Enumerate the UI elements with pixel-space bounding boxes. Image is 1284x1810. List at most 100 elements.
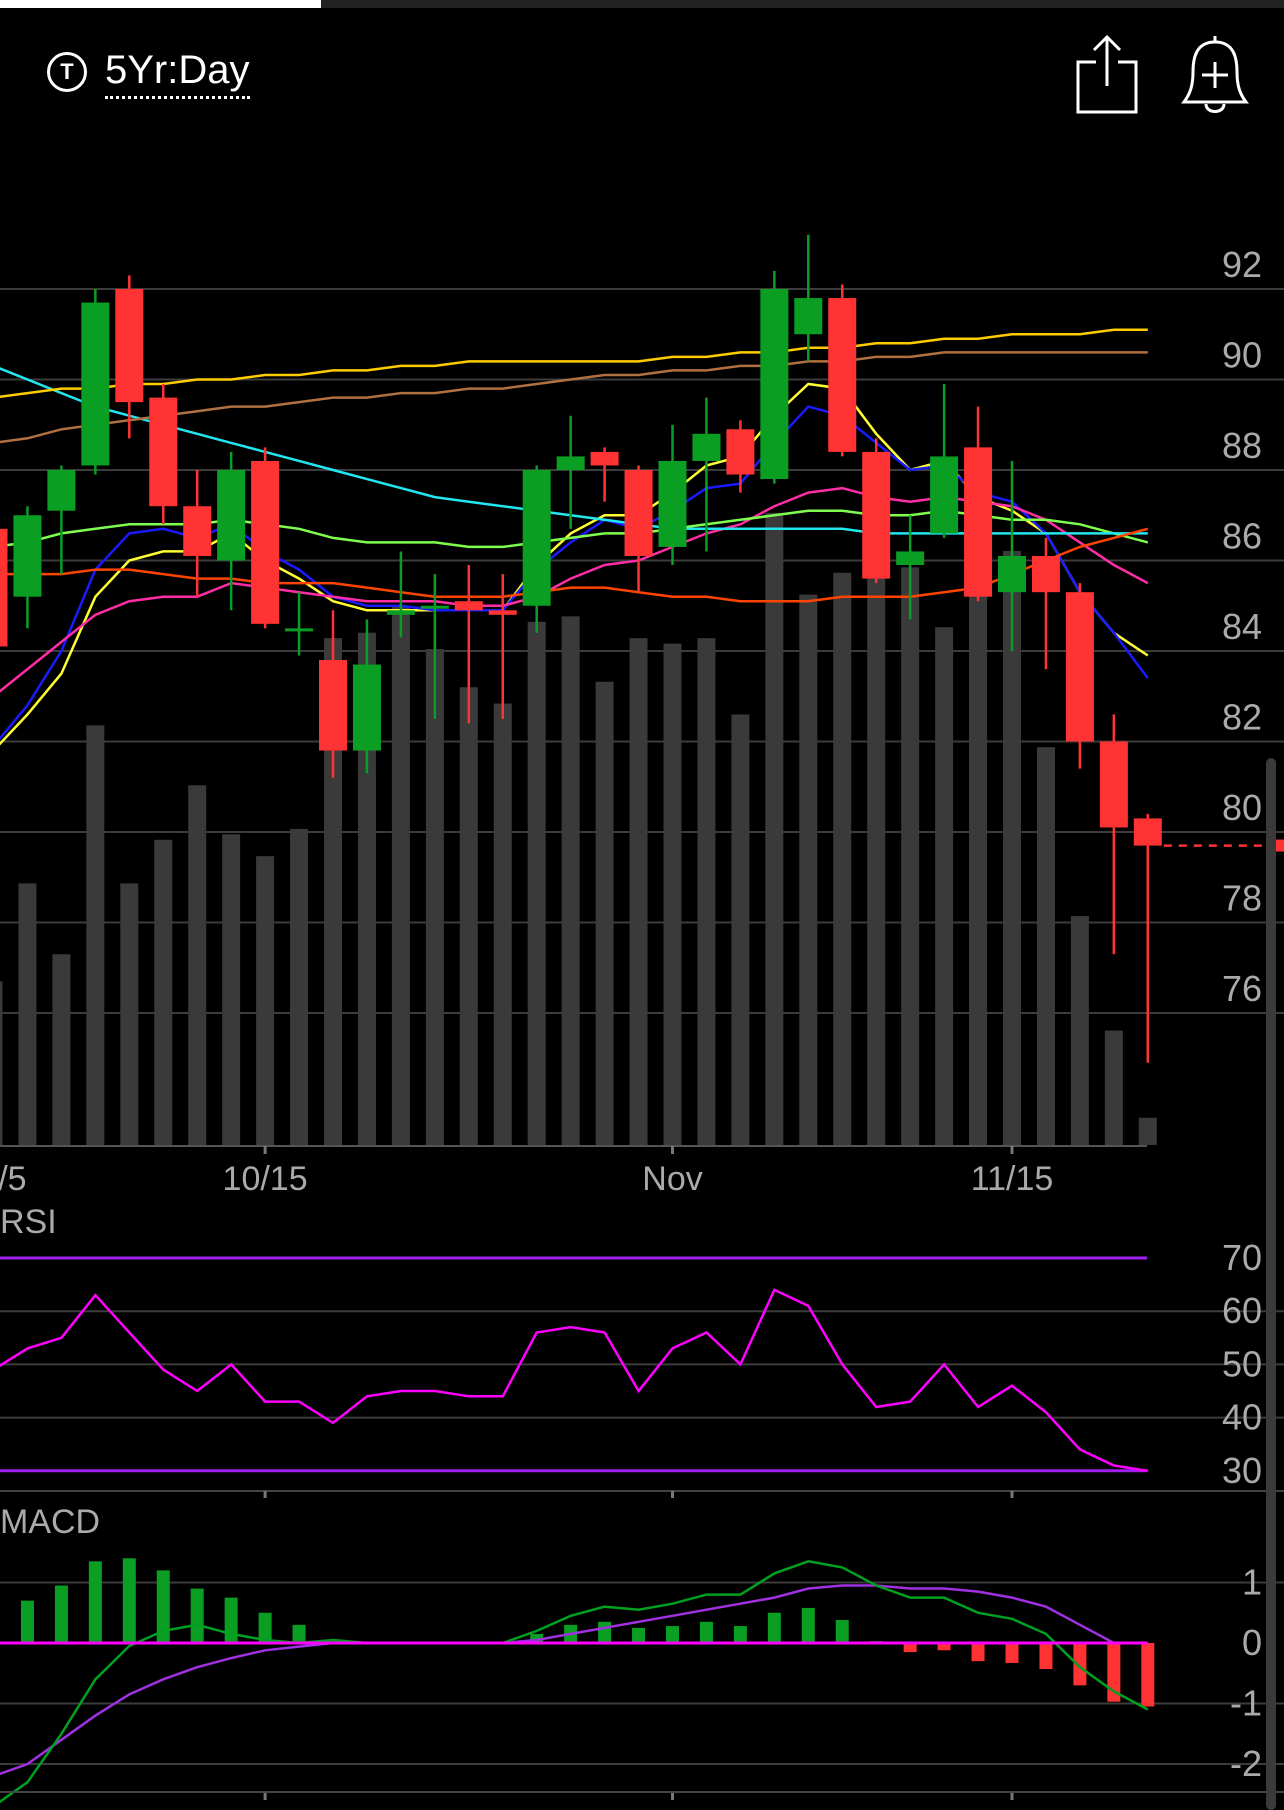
time-tick-label: 11/15 <box>971 1160 1054 1198</box>
price-tick-label: 88 <box>1222 425 1262 466</box>
moving-average-orange <box>0 527 1149 603</box>
macd-histogram-bar <box>598 1621 612 1643</box>
volume-bar <box>697 638 716 1145</box>
candle-down <box>454 601 483 611</box>
volume-bar <box>493 703 512 1145</box>
candle-up <box>386 610 415 615</box>
share-icon[interactable] <box>1074 34 1140 114</box>
macd-tick-label: -1 <box>1230 1683 1262 1724</box>
macd-histogram-bar <box>632 1627 646 1643</box>
macd-histogram-bar <box>767 1612 781 1643</box>
rsi-tick-label: 30 <box>1222 1450 1262 1491</box>
volume-bar <box>901 567 920 1145</box>
candle-up <box>217 470 246 561</box>
candle-down <box>964 447 993 597</box>
volume-bar <box>1104 1030 1123 1145</box>
candle-down <box>828 298 857 452</box>
volume-bar <box>833 572 852 1145</box>
price-tick-label: 86 <box>1222 516 1262 557</box>
volume-bar <box>629 638 648 1145</box>
volume-bar <box>86 725 105 1145</box>
candle-up <box>522 470 551 606</box>
volume-bar <box>1070 916 1089 1145</box>
macd-histogram-bar <box>666 1626 679 1643</box>
volume-bar <box>154 839 173 1145</box>
candle-down <box>1099 741 1128 828</box>
macd-histogram-bar <box>1141 1643 1155 1707</box>
ticker-circle-icon[interactable]: T <box>47 52 87 92</box>
period-selector[interactable]: 5Yr:Day <box>105 46 250 99</box>
volume-bar <box>527 621 546 1145</box>
candle-up <box>930 456 959 534</box>
volume-bar <box>357 632 376 1145</box>
candle-up <box>896 551 925 566</box>
candle-up <box>420 605 449 609</box>
macd-histogram-bar <box>258 1612 272 1643</box>
volume-bar <box>324 638 342 1145</box>
candle-up <box>692 433 721 461</box>
volume-bar <box>595 681 614 1145</box>
macd-histogram-bar <box>1073 1643 1087 1686</box>
price-tick-label: 92 <box>1222 244 1262 285</box>
macd-histogram-bar <box>88 1561 102 1643</box>
candle-down <box>862 451 891 579</box>
macd-histogram-bar <box>122 1558 136 1643</box>
macd-histogram-bar <box>1107 1643 1121 1702</box>
price-tick-label: 80 <box>1222 787 1262 828</box>
macd-tick-label: -2 <box>1230 1743 1262 1784</box>
volume-bar <box>969 583 988 1145</box>
candle-down <box>1031 555 1060 593</box>
volume-bar <box>935 627 954 1145</box>
candle-down <box>115 289 144 403</box>
price-tick-label: 90 <box>1222 335 1262 376</box>
macd-histogram-bar <box>801 1607 815 1643</box>
candle-up <box>352 664 381 751</box>
macd-histogram-bar <box>1005 1643 1019 1663</box>
rsi-line <box>0 1288 1148 1473</box>
macd-histogram-bar <box>699 1621 713 1643</box>
volume-bar <box>391 605 410 1145</box>
macd-histogram-bar <box>903 1643 917 1653</box>
candle-down <box>251 460 280 624</box>
volume-bar <box>52 954 71 1145</box>
candle-down <box>1065 592 1094 742</box>
candle-down <box>149 397 178 507</box>
volume-bar <box>663 643 682 1145</box>
macd-histogram-bar <box>937 1643 951 1651</box>
scrollbar[interactable] <box>1266 758 1276 1810</box>
volume-bar <box>1036 747 1055 1145</box>
price-tick-label: 78 <box>1222 878 1262 919</box>
moving-average-brown <box>0 351 1148 444</box>
price-tick-label: 76 <box>1222 968 1262 1009</box>
candle-down <box>0 528 8 647</box>
macd-histogram-bar <box>971 1643 985 1662</box>
volume-bar <box>799 594 818 1145</box>
candle-up <box>998 555 1026 593</box>
macd-histogram-bar <box>292 1624 306 1643</box>
price-tick-label: 82 <box>1222 697 1262 738</box>
macd-histogram-bar <box>54 1585 68 1643</box>
candle-up <box>760 289 789 480</box>
time-tick-label: 10/15 <box>223 1160 308 1198</box>
time-tick-label: Nov <box>642 1160 702 1198</box>
candle-down <box>183 506 212 556</box>
macd-histogram-bar <box>224 1597 238 1643</box>
rsi-tick-label: 60 <box>1222 1290 1262 1331</box>
bell-plus-icon[interactable] <box>1180 32 1250 116</box>
candle-up <box>556 456 585 470</box>
volume-bar <box>222 834 241 1145</box>
macd-tick-label: 0 <box>1242 1622 1262 1663</box>
rsi-panel-label: RSI <box>0 1203 57 1241</box>
volume-bar <box>290 828 309 1145</box>
price-tick-label: 84 <box>1222 606 1262 647</box>
macd-histogram-bar <box>156 1570 170 1643</box>
macd-histogram-bar <box>20 1600 34 1643</box>
macd-signal-line <box>0 1584 1148 1776</box>
loading-progress-track <box>0 0 1284 8</box>
volume-bar <box>1003 550 1021 1145</box>
candle-up <box>794 298 823 335</box>
candle-down <box>488 610 517 615</box>
volume-bar <box>867 496 886 1145</box>
moving-average-gold <box>0 328 1148 399</box>
